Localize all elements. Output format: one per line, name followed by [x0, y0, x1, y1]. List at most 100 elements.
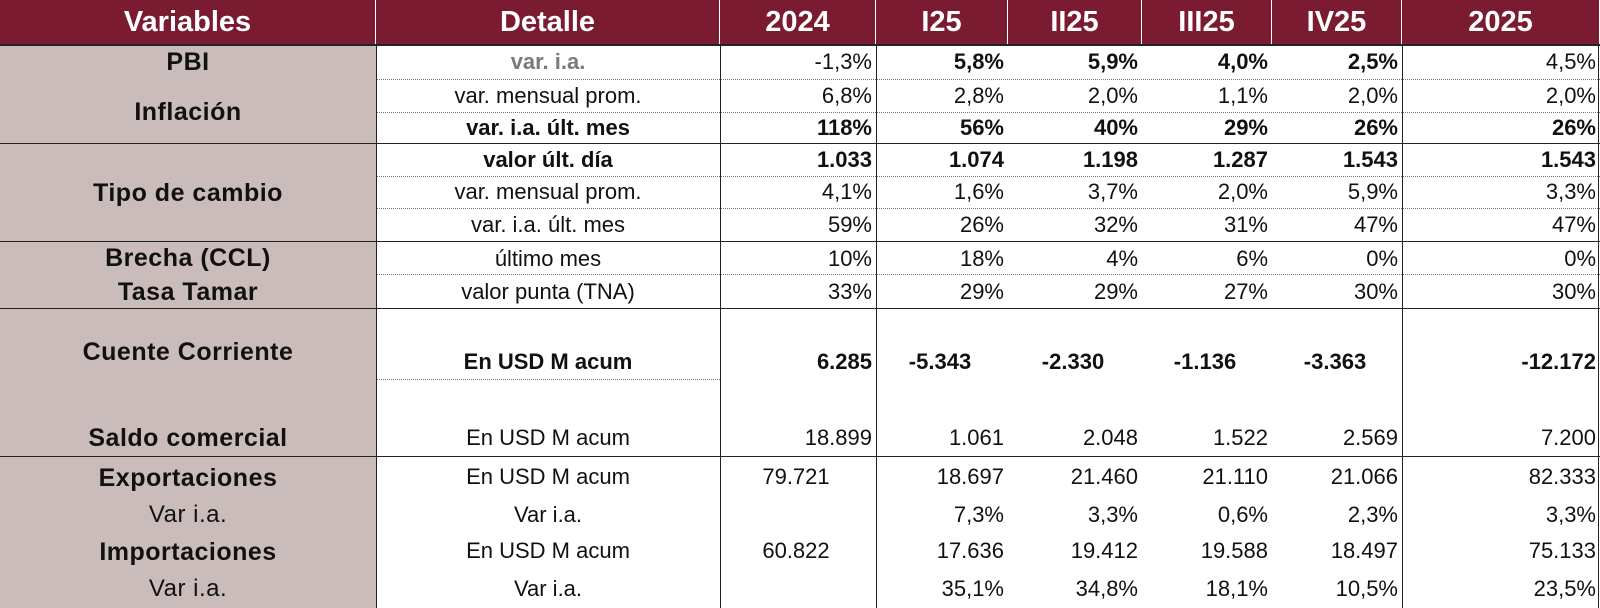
cell-ii25: 3,7%: [1087, 179, 1138, 204]
cell-i25: 35,1%: [941, 576, 1004, 601]
row-detail: valor últ. día: [483, 147, 613, 172]
cell-2024: 4,1%: [821, 179, 872, 204]
cell-2025: 4,5%: [1545, 49, 1596, 74]
header-2024: 2024: [720, 0, 876, 44]
cell-iii25: 27%: [1223, 279, 1268, 304]
cell-i25: 5,8%: [953, 49, 1004, 74]
cell-2025: 47%: [1551, 212, 1596, 237]
cell-2024: 59%: [827, 212, 872, 237]
vrule-2024: [720, 44, 721, 608]
cell-i25: 18.697: [936, 463, 1004, 489]
cell-i25: 1.074: [948, 147, 1004, 172]
cell-i25: 17.636: [936, 537, 1004, 563]
cell-ii25: 2.048: [1082, 425, 1138, 450]
cell-2025: 2,0%: [1545, 83, 1596, 108]
cell-iv25: 2,5%: [1347, 49, 1398, 74]
row-detail: En USD M acum: [466, 463, 630, 489]
cell-iii25: 1,1%: [1217, 83, 1268, 108]
cell-2025: -12.172: [1521, 349, 1596, 374]
row-detail: último mes: [494, 245, 602, 271]
cell-2024: 18.899: [804, 425, 872, 450]
header-variables: Variables: [0, 0, 376, 44]
cell-i25: 18%: [959, 245, 1004, 271]
rule-after-pbi: [376, 79, 1600, 80]
cell-2025: 3,3%: [1545, 179, 1596, 204]
label-exp-var: Var i.a.: [148, 501, 228, 528]
label-imp-var: Var i.a.: [148, 575, 228, 602]
label-exportaciones: Exportaciones: [98, 463, 278, 492]
cell-i25: 1.061: [948, 425, 1004, 450]
rule-after-saldo: [0, 456, 1600, 457]
rule-tc-1: [376, 176, 1600, 177]
cell-2024: 33%: [827, 279, 872, 304]
cell-2025: 75.133: [1528, 537, 1596, 563]
row-detail: En USD M acum: [466, 537, 630, 563]
cell-iv25: 0%: [1366, 245, 1398, 271]
cell-2024: -1,3%: [814, 49, 872, 74]
label-cuenta-corriente-group: [0, 309, 376, 457]
cell-iii25: 0,6%: [1217, 502, 1268, 527]
cell-2025: 7.200: [1540, 425, 1596, 450]
cell-2025: 30%: [1551, 279, 1596, 304]
rule-inflacion-mid: [376, 112, 1600, 113]
cell-iii25: 6%: [1236, 245, 1268, 271]
cell-iii25: 19.588: [1200, 537, 1268, 563]
row-detail: var. mensual prom.: [454, 179, 642, 204]
row-detail: var. i.a.: [510, 49, 586, 74]
label-cuenta-corriente: Cuente Corriente: [82, 337, 294, 366]
label-pbi: PBI: [0, 44, 376, 80]
header-ii25: II25: [1008, 0, 1142, 44]
cell-iii25: 1.522: [1212, 425, 1268, 450]
row-detail: var. mensual prom.: [454, 83, 642, 108]
cell-iv25: 26%: [1353, 115, 1398, 140]
header-iv25: IV25: [1272, 0, 1402, 44]
row-detail: En USD M acum: [466, 425, 630, 450]
row-detail: valor punta (TNA): [461, 279, 635, 304]
cell-2025: 0%: [1564, 245, 1596, 271]
cell-i25: 26%: [959, 212, 1004, 237]
cell-2024: 10%: [827, 245, 872, 271]
rule-after-brecha: [376, 274, 1600, 275]
cell-ii25: 3,3%: [1087, 502, 1138, 527]
cell-ii25: 21.460: [1070, 463, 1138, 489]
row-detail: En USD M acum: [463, 349, 633, 374]
vrule-detalle: [376, 44, 377, 608]
label-inflacion: Inflación: [0, 80, 376, 144]
row-detail: Var i.a.: [513, 502, 583, 527]
cell-iii25: 4,0%: [1217, 49, 1268, 74]
cell-iv25: 30%: [1353, 279, 1398, 304]
cell-iii25: -1.136: [1173, 349, 1237, 374]
row-detail: Var i.a.: [513, 576, 583, 601]
cell-ii25: 29%: [1093, 279, 1138, 304]
header-detalle: Detalle: [376, 0, 720, 44]
cell-2024: 6,8%: [821, 83, 872, 108]
cell-2025: 3,3%: [1545, 502, 1596, 527]
header-iii25: III25: [1142, 0, 1272, 44]
cell-iv25: 5,9%: [1347, 179, 1398, 204]
cell-2024: 1.033: [816, 147, 872, 172]
cell-2024: 118%: [816, 115, 872, 140]
cell-iii25: 2,0%: [1217, 179, 1268, 204]
header-2025: 2025: [1402, 0, 1600, 44]
label-trade-group: [0, 457, 376, 608]
cell-i25: 2,8%: [953, 83, 1004, 108]
cell-2024: [720, 570, 876, 608]
cell-i25: 56%: [959, 115, 1004, 140]
cell-i25: 7,3%: [953, 502, 1004, 527]
label-importaciones: Importaciones: [99, 537, 277, 566]
vrule-i25: [876, 44, 877, 608]
cell-iv25: 2,0%: [1347, 83, 1398, 108]
cell-iii25: 18,1%: [1205, 576, 1268, 601]
row-detail: var. i.a. últ. mes: [470, 212, 626, 237]
rule-after-inflacion: [0, 143, 1600, 144]
label-brecha: Brecha (CCL): [0, 242, 376, 275]
label-tipo-de-cambio: Tipo de cambio: [0, 144, 376, 242]
cell-i25: 1,6%: [953, 179, 1004, 204]
cell-ii25: -2.330: [1041, 349, 1105, 374]
rule-below-header: [0, 44, 1600, 46]
cell-2024: 60.822: [762, 537, 830, 563]
cell-2024: 79.721: [762, 463, 830, 489]
cell-iii25: 21.110: [1202, 463, 1268, 489]
cell-ii25: 4%: [1106, 245, 1138, 271]
